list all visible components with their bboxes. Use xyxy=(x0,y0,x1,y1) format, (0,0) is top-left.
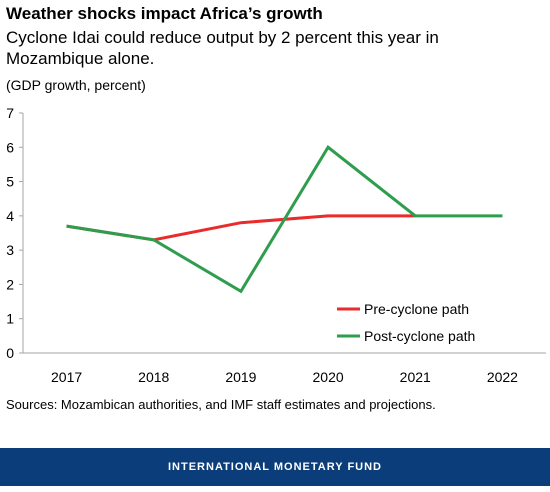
x-tick-label: 2020 xyxy=(313,369,344,385)
x-tick-label: 2021 xyxy=(400,369,431,385)
footer-banner: INTERNATIONAL MONETARY FUND xyxy=(0,448,550,486)
source-note: Sources: Mozambican authorities, and IMF… xyxy=(6,397,436,412)
legend-label-1: Pre-cyclone path xyxy=(364,301,469,317)
y-tick-label: 2 xyxy=(6,276,14,292)
footer-label: INTERNATIONAL MONETARY FUND xyxy=(168,461,382,473)
y-tick-label: 5 xyxy=(6,174,14,190)
x-tick-label: 2022 xyxy=(487,369,518,385)
chart-subtitle: Cyclone Idai could reduce output by 2 pe… xyxy=(6,28,439,68)
x-tick-label: 2017 xyxy=(51,369,82,385)
y-tick-label: 7 xyxy=(6,105,14,121)
x-tick-label: 2018 xyxy=(138,369,169,385)
line-chart: 0 1 2 3 4 5 6 7 2017 2018 2019 2020 2021 2022 Pre-cycl… xyxy=(6,105,546,385)
y-tick-label: 4 xyxy=(6,208,14,224)
y-tick-label: 1 xyxy=(6,311,14,327)
plot-area: 0 1 2 3 4 5 6 7 2017 2018 2019 2020 2021 2022 Pre-cycl… xyxy=(6,105,546,385)
y-tick-label: 3 xyxy=(6,242,14,258)
y-axis-unit-label: (GDP growth, percent) xyxy=(6,77,146,93)
legend-label-2: Post-cyclone path xyxy=(364,328,475,344)
y-tick-label: 6 xyxy=(6,139,14,155)
chart-title: Weather shocks impact Africa’s growth xyxy=(6,4,323,23)
series-line-2 xyxy=(66,145,503,294)
x-tick-label: 2019 xyxy=(225,369,256,385)
series-line-1 xyxy=(66,214,416,242)
y-tick-label: 0 xyxy=(6,345,14,361)
